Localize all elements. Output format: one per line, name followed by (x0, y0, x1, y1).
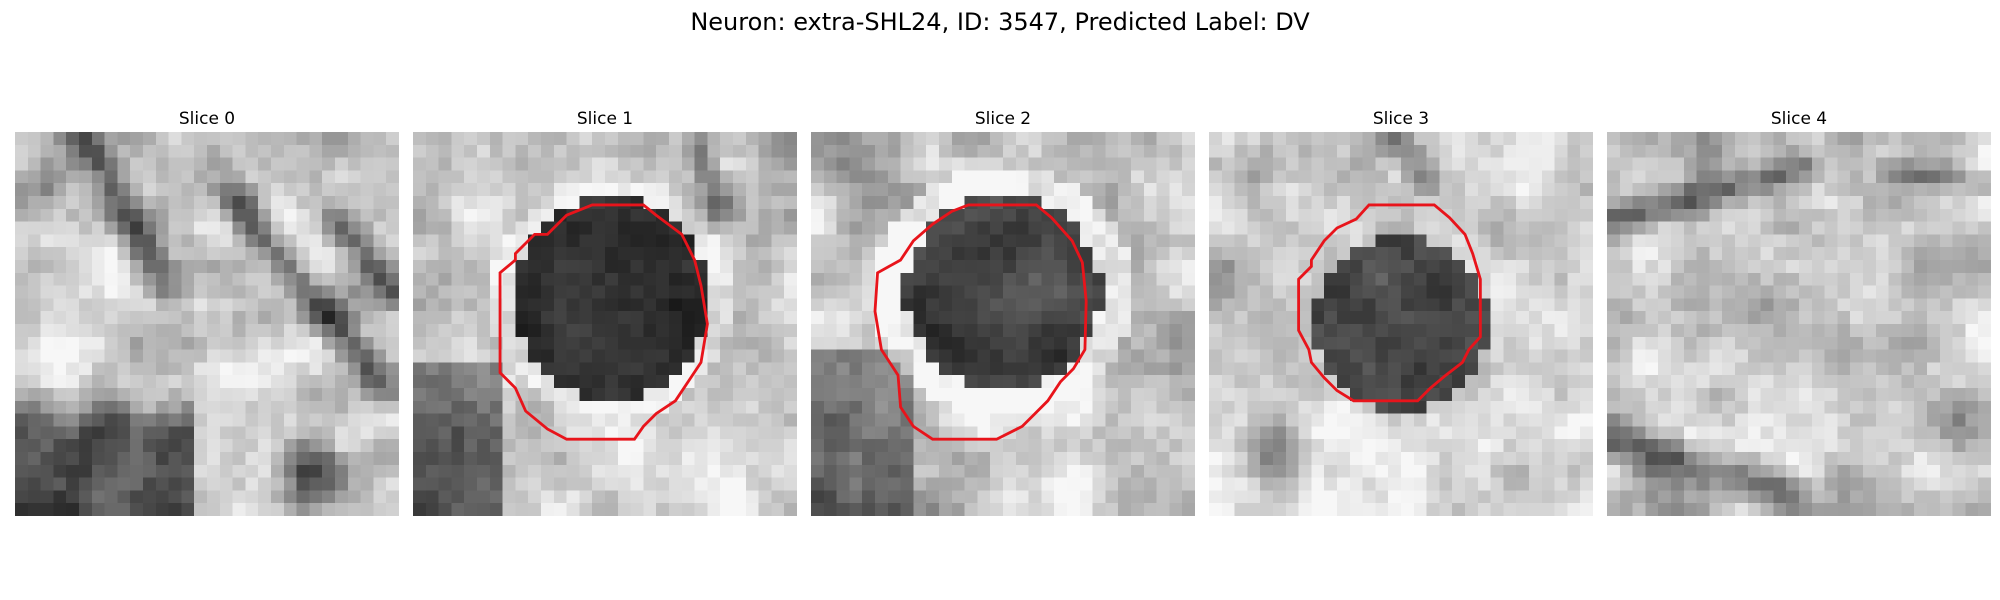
panel-slice-0: Slice 0 (15, 108, 399, 516)
microscopy-image-slice-2 (811, 132, 1195, 516)
microscopy-image-slice-0 (15, 132, 399, 516)
panel-title: Slice 2 (974, 109, 1032, 129)
microscopy-image-slice-3 (1209, 132, 1593, 516)
panel-slice-3: Slice 3 (1209, 108, 1593, 516)
panel-title: Slice 1 (576, 109, 634, 129)
cell-contour (1297, 203, 1482, 403)
panel-title: Slice 0 (178, 109, 236, 129)
microscopy-image-slice-4 (1607, 132, 1991, 516)
panel-title: Slice 3 (1372, 109, 1430, 129)
panel-slice-1: Slice 1 (413, 108, 797, 516)
figure-title: Neuron: extra-SHL24, ID: 3547, Predicted… (690, 8, 1310, 36)
microscopy-image-slice-1 (413, 132, 797, 516)
panel-slice-2: Slice 2 (811, 108, 1195, 516)
panel-slice-4: Slice 4 (1607, 108, 1991, 516)
cell-contour (873, 203, 1088, 441)
cell-contour (498, 203, 709, 441)
panel-title: Slice 4 (1770, 109, 1828, 129)
